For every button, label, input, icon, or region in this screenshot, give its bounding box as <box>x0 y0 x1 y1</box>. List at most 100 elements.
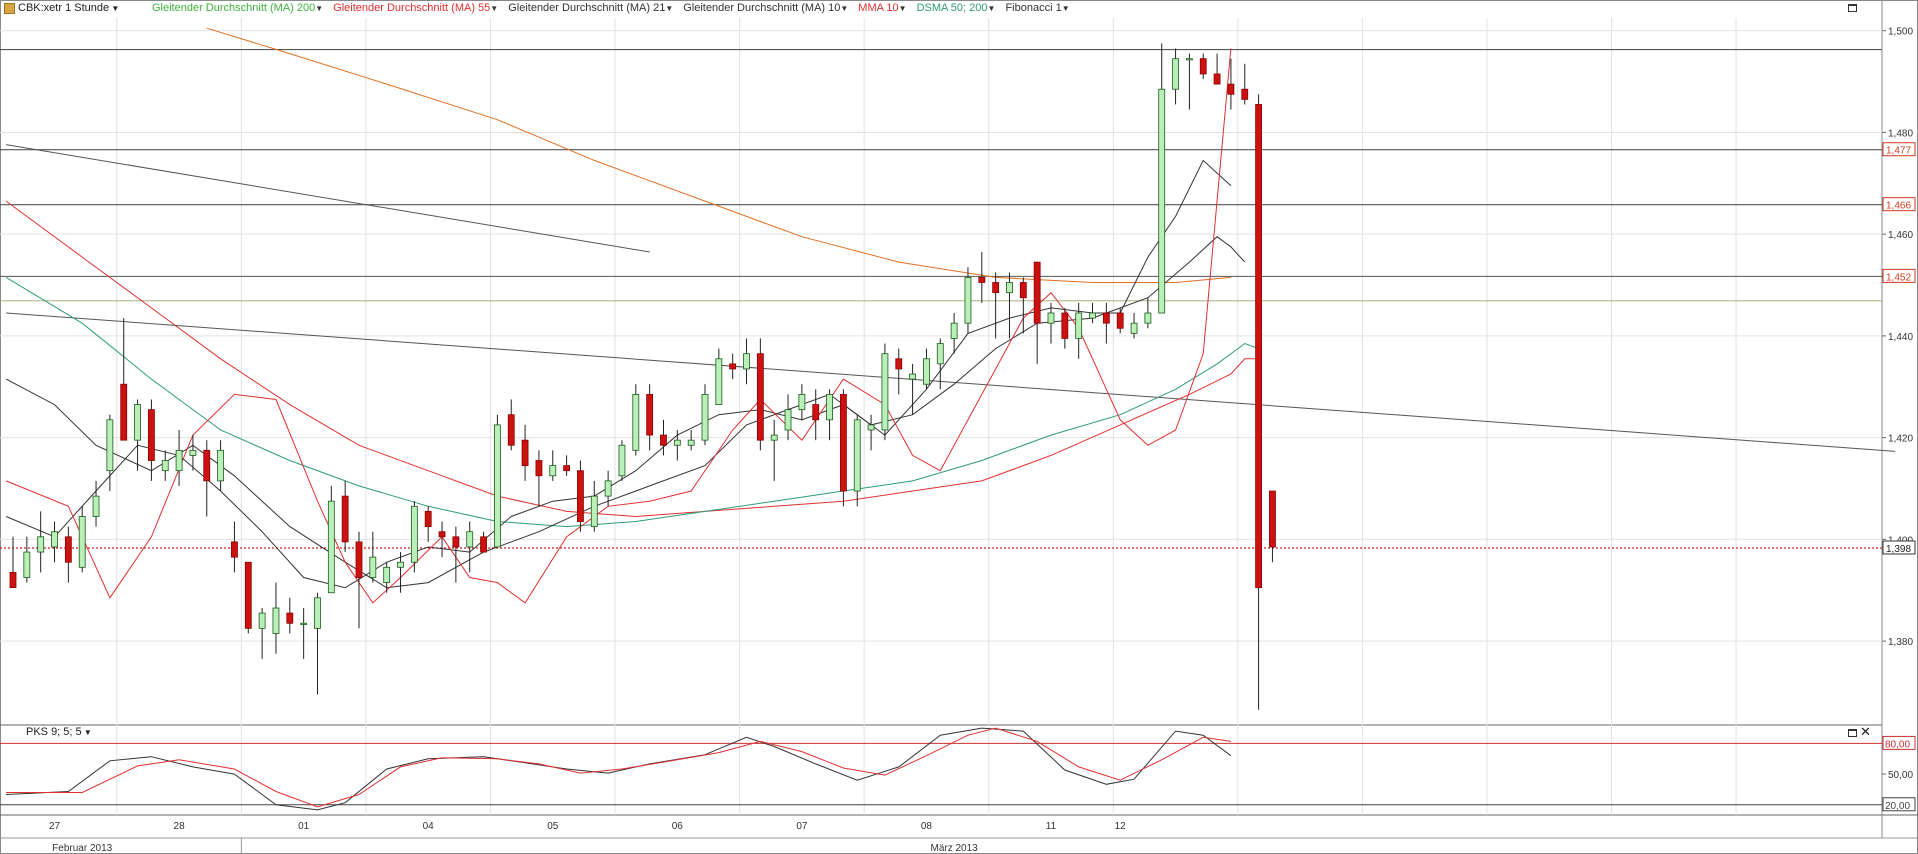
indicator-legend-label: Gleitender Durchschnitt (MA) 21 <box>508 2 666 14</box>
candle-body-down <box>660 434 667 446</box>
candle-body-up <box>134 404 141 441</box>
indicator-line <box>5 276 1259 528</box>
chevron-down-icon: ▼ <box>315 4 324 13</box>
last-price-tag <box>1882 540 1916 555</box>
indicator-legend-item[interactable]: DSMA 50; 200▼ <box>917 2 996 14</box>
candle-body-down <box>521 439 529 466</box>
candle-body-up <box>715 358 723 405</box>
chevron-down-icon: ▼ <box>109 4 120 13</box>
indicator-legend-item[interactable]: Gleitender Durchschnitt (MA) 200▼ <box>152 2 323 14</box>
candle-body-up <box>383 566 391 583</box>
indicator-legend-item[interactable]: Fibonacci 1▼ <box>1005 2 1069 14</box>
candle-body-up <box>1186 58 1193 61</box>
candle-body-up <box>1130 322 1138 334</box>
candle-body-down <box>286 612 294 624</box>
chevron-down-icon: ▼ <box>898 4 907 13</box>
candle-body-down <box>1019 282 1027 299</box>
candle-body-up <box>217 449 225 482</box>
candle-body-up <box>258 612 266 629</box>
oscillator-line <box>6 727 1232 811</box>
chevron-down-icon: ▼ <box>1061 4 1070 13</box>
x-tick-label: 12 <box>1115 821 1127 832</box>
candle-body-up <box>327 500 335 594</box>
candle-body-up <box>618 444 626 477</box>
chevron-down-icon: ▼ <box>665 4 674 13</box>
oscillator-level-label: 20,00 <box>1885 801 1910 812</box>
candle-body-down <box>64 536 72 563</box>
price-tag-label: 1,477 <box>1886 146 1911 157</box>
candle-body-up <box>909 373 916 380</box>
candle-body-up <box>1047 312 1055 324</box>
price-tag-label: 1,452 <box>1886 272 1911 283</box>
candle-body-up <box>189 449 197 456</box>
candle-body-down <box>244 561 252 629</box>
chevron-down-icon: ▼ <box>81 728 92 737</box>
candle-body-down <box>756 353 764 441</box>
y-tick-label: 1,460 <box>1888 230 1913 241</box>
candle-body-up <box>466 531 474 548</box>
candle-body-down <box>452 536 460 548</box>
candle-body-up <box>92 495 100 517</box>
indicator-lines <box>5 27 1259 604</box>
indicator-legend-item[interactable]: Gleitender Durchschnitt (MA) 55▼ <box>333 2 498 14</box>
y-tick-label: 1,500 <box>1888 27 1913 38</box>
candle-body-down <box>1255 104 1262 589</box>
candle-body-down <box>147 409 155 461</box>
candle-body-down <box>1116 312 1124 329</box>
x-tick-label: 05 <box>547 821 559 832</box>
indicator-line <box>5 159 1232 589</box>
candle-body-up <box>826 393 833 421</box>
price-tag-label: 1,466 <box>1886 201 1911 212</box>
indicator-legend-item[interactable]: Gleitender Durchschnitt (MA) 10▼ <box>683 2 848 14</box>
candle-body-down <box>1241 88 1249 100</box>
candle-body-up <box>549 465 557 477</box>
indicator-legend-item[interactable]: MMA 10▼ <box>858 2 906 14</box>
candle-body-up <box>743 353 750 370</box>
x-tick-label: 11 <box>1046 821 1057 832</box>
maximize-price-pane-button[interactable] <box>1848 4 1857 12</box>
candle-body-down <box>438 531 446 538</box>
candle-body-down <box>812 404 820 421</box>
x-tick-label: 06 <box>672 821 684 832</box>
candle-body-up <box>23 551 31 578</box>
candle-body-up <box>397 561 404 568</box>
oscillator-selector[interactable]: PKS 9; 5; 5 ▼ <box>26 726 92 738</box>
candle-body-up <box>1006 282 1013 294</box>
candle-body-down <box>355 541 363 578</box>
candle-body-down <box>729 363 737 370</box>
close-icon: ✕ <box>1860 724 1871 739</box>
candle-body-down <box>1199 58 1207 75</box>
trendline <box>5 144 650 253</box>
month-label: Februar 2013 <box>52 843 112 854</box>
indicator-legend-label: Gleitender Durchschnitt (MA) 55 <box>333 2 491 14</box>
indicator-legend-label: DSMA 50; 200 <box>916 2 988 14</box>
maximize-oscillator-pane-button[interactable] <box>1848 729 1857 737</box>
price-tag <box>1882 268 1916 283</box>
close-oscillator-pane-button[interactable]: ✕ <box>1860 724 1872 739</box>
trendlines <box>5 144 1896 452</box>
candle-body-down <box>978 277 986 283</box>
y-tick-label: 1,440 <box>1888 332 1913 343</box>
candle-body-up <box>314 597 321 629</box>
oscillator-pane <box>0 727 1882 811</box>
instrument-selector[interactable]: CBK:xetr 1 Stunde ▼ <box>18 2 119 14</box>
candle-body-up <box>410 505 418 563</box>
x-tick-label: 04 <box>423 821 435 832</box>
price-tag <box>1882 197 1916 212</box>
candle-body-up <box>493 424 501 548</box>
candle-body-down <box>507 414 515 446</box>
candle-body-up <box>369 556 377 578</box>
candle-body-down <box>424 510 432 528</box>
indicator-legend-label: Fibonacci 1 <box>1005 2 1062 14</box>
indicator-legend-label: MMA 10 <box>858 2 899 14</box>
candle-body-down <box>535 460 543 477</box>
indicator-legend-label: Gleitender Durchschnitt (MA) 200 <box>152 2 316 14</box>
oscillator-label: PKS 9; 5; 5 <box>26 726 82 738</box>
candle-body-up <box>1172 58 1179 90</box>
candles <box>9 43 1276 710</box>
candle-body-down <box>840 393 847 492</box>
indicator-legend-item[interactable]: Gleitender Durchschnitt (MA) 21▼ <box>508 2 673 14</box>
candle-body-up <box>106 419 114 472</box>
